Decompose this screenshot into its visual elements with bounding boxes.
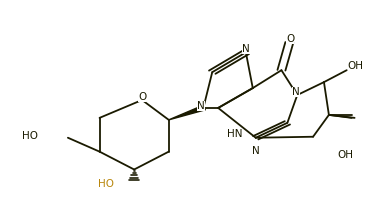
Text: OH: OH xyxy=(348,61,364,71)
Text: HO: HO xyxy=(99,179,114,189)
Text: N: N xyxy=(198,101,205,111)
Text: HN: HN xyxy=(227,129,243,139)
Polygon shape xyxy=(169,106,205,120)
Text: HO: HO xyxy=(22,131,38,141)
Text: OH: OH xyxy=(338,150,354,160)
Text: N: N xyxy=(252,146,259,156)
Text: O: O xyxy=(138,92,146,102)
Text: N: N xyxy=(242,44,250,54)
Text: O: O xyxy=(286,34,294,44)
Text: N: N xyxy=(293,87,300,97)
